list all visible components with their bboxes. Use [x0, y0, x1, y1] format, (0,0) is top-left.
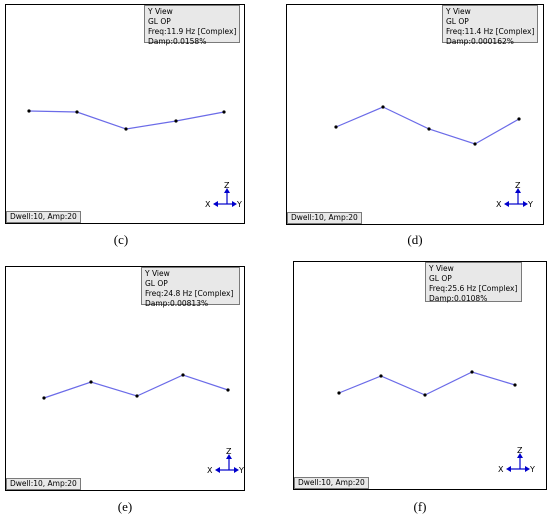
- mode-label: GL OP: [446, 17, 469, 26]
- mode-shape-plot-e: Z X Y: [42, 373, 244, 475]
- caption-c: (c): [113, 232, 129, 247]
- animation-status: Dwell:10, Amp:20: [287, 212, 362, 224]
- node-point: [517, 117, 521, 121]
- axis-triad-icon: Z X Y: [496, 181, 533, 209]
- view-label: Y View: [446, 7, 471, 16]
- axis-label-y: Y: [529, 465, 535, 474]
- axis-label-z: Z: [515, 181, 521, 190]
- axis-label-z: Z: [226, 447, 232, 456]
- mode-info-box: Y View GL OP Freq:11.9 Hz [Complex] Damp…: [144, 5, 240, 46]
- node-point: [174, 119, 178, 123]
- node-point: [124, 127, 128, 131]
- mode-shape-line: [338, 371, 516, 396]
- axis-label-y: Y: [527, 200, 533, 209]
- node-point: [379, 374, 383, 378]
- frequency-label: Freq:11.4 Hz [Complex]: [446, 27, 535, 36]
- node-point: [222, 110, 226, 114]
- mode-shape-plot-d: Z X Y: [334, 105, 533, 209]
- node-point: [513, 383, 517, 387]
- mode-shape-panel-d[interactable]: Z X Y Y View GL OP Freq:11.4 Hz [Complex…: [286, 4, 544, 225]
- axis-label-x: X: [498, 465, 504, 474]
- mode-label: GL OP: [145, 279, 168, 288]
- animation-status: Dwell:10, Amp:20: [6, 478, 81, 490]
- caption-f: (f): [413, 499, 427, 514]
- axis-label-y: Y: [238, 466, 244, 475]
- view-label: Y View: [145, 269, 170, 278]
- mode-shape-plot-c: Z X Y: [27, 109, 242, 209]
- node-point: [42, 396, 46, 400]
- node-point: [337, 391, 341, 395]
- node-point: [473, 142, 477, 146]
- view-label: Y View: [148, 7, 173, 16]
- axis-label-y: Y: [236, 200, 242, 209]
- node-point: [470, 370, 474, 374]
- node-point: [381, 105, 385, 109]
- node-point: [427, 127, 431, 131]
- caption-e: (e): [117, 499, 133, 514]
- mode-info-box: Y View GL OP Freq:25.6 Hz [Complex] Damp…: [425, 262, 522, 303]
- mode-shape-panel-e[interactable]: Z X Y Y View GL OP Freq:24.8 Hz [Complex…: [5, 266, 245, 491]
- axis-triad-icon: Z X Y: [205, 181, 242, 209]
- mode-info-box: Y View GL OP Freq:11.4 Hz [Complex] Damp…: [442, 5, 538, 46]
- mode-shape-plot-f: Z X Y: [337, 370, 535, 474]
- axis-label-x: X: [205, 200, 211, 209]
- damping-label: Damp:0.0158%: [148, 37, 207, 46]
- axis-triad-icon: Z X Y: [498, 446, 535, 474]
- node-point: [75, 110, 79, 114]
- node-point: [89, 380, 93, 384]
- axis-label-x: X: [496, 200, 502, 209]
- mode-shape-line: [28, 110, 225, 130]
- mode-info-box: Y View GL OP Freq:24.8 Hz [Complex] Damp…: [141, 267, 240, 308]
- animation-status: Dwell:10, Amp:20: [6, 211, 81, 223]
- view-label: Y View: [429, 264, 454, 273]
- axis-label-x: X: [207, 466, 213, 475]
- node-point: [135, 394, 139, 398]
- node-point: [226, 388, 230, 392]
- axis-label-z: Z: [517, 446, 523, 455]
- mode-label: GL OP: [429, 274, 452, 283]
- node-point: [334, 125, 338, 129]
- damping-label: Damp:0.000162%: [446, 37, 514, 46]
- frequency-label: Freq:24.8 Hz [Complex]: [145, 289, 234, 298]
- caption-d: (d): [407, 232, 423, 247]
- mode-shape-line: [43, 374, 229, 399]
- node-point: [181, 373, 185, 377]
- axis-label-z: Z: [224, 181, 230, 190]
- mode-label: GL OP: [148, 17, 171, 26]
- damping-label: Damp:0.00813%: [145, 299, 209, 308]
- animation-status: Dwell:10, Amp:20: [294, 477, 369, 489]
- damping-label: Damp:0.0108%: [429, 294, 488, 303]
- mode-shape-line: [335, 106, 520, 145]
- frequency-label: Freq:11.9 Hz [Complex]: [148, 27, 237, 36]
- node-point: [423, 393, 427, 397]
- axis-triad-icon: Z X Y: [207, 447, 244, 475]
- node-point: [27, 109, 31, 113]
- frequency-label: Freq:25.6 Hz [Complex]: [429, 284, 518, 293]
- mode-shape-panel-c[interactable]: Z X Y Y View GL OP Freq:11.9 Hz [Complex…: [5, 4, 245, 224]
- mode-shape-panel-f[interactable]: Z X Y Y View GL OP Freq:25.6 Hz [Complex…: [293, 261, 547, 490]
